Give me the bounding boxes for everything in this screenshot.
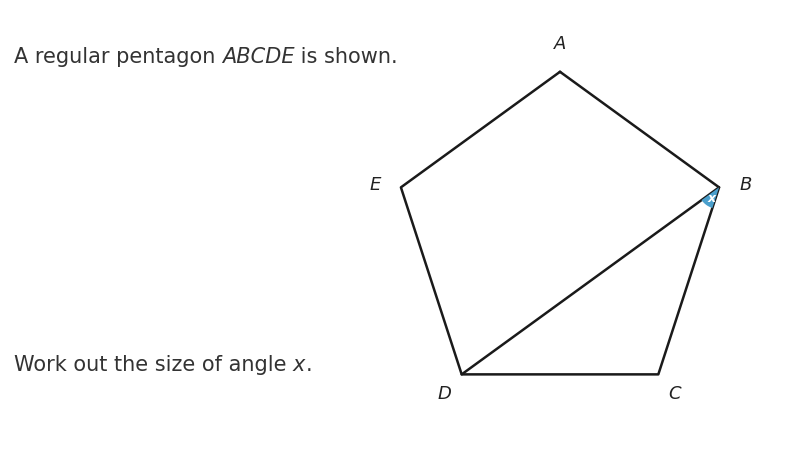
Text: x: x [293,354,306,374]
Text: B: B [739,175,751,193]
Wedge shape [702,188,719,208]
Text: .: . [306,354,312,374]
Text: x: x [708,192,716,205]
Text: C: C [668,385,681,403]
Text: ABCDE: ABCDE [222,47,294,67]
Text: Work out the size of angle: Work out the size of angle [14,354,293,374]
Text: D: D [438,385,452,403]
Text: is shown.: is shown. [294,47,398,67]
Text: A regular pentagon: A regular pentagon [14,47,222,67]
Text: E: E [370,175,381,193]
Text: A: A [554,35,566,53]
